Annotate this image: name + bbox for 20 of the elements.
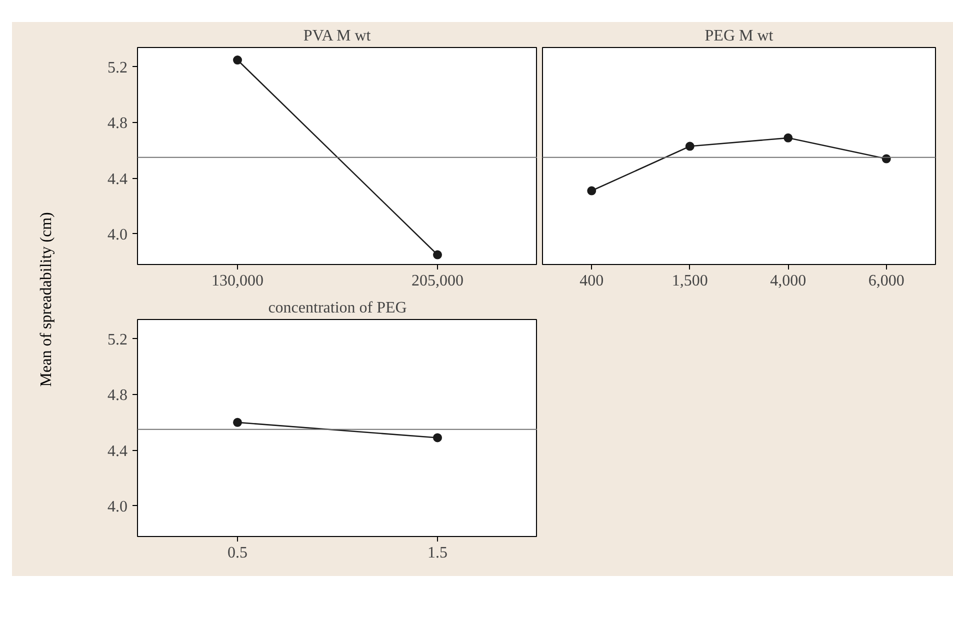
y-tick-label: 4.8	[108, 387, 128, 404]
y-tick-label: 4.0	[108, 226, 128, 244]
y-tick-label: 5.2	[108, 59, 128, 76]
x-tick-label: 205,000	[412, 272, 464, 290]
x-tick-label: 0.5	[228, 544, 248, 562]
y-tick-label: 4.4	[108, 170, 128, 188]
y-tick-label: 4.0	[108, 498, 128, 516]
x-tick-label: 1,500	[672, 272, 708, 290]
chart-title: PEG M wt	[704, 28, 774, 44]
x-tick-label: 4,000	[770, 272, 806, 290]
y-tick-label: 4.8	[108, 115, 128, 132]
y-axis-title: Mean of spreadability (cm)	[36, 212, 56, 386]
y-tick-label: 5.2	[108, 331, 128, 348]
chart-title: concentration of PEG	[268, 300, 408, 316]
x-tick-label: 6,000	[868, 272, 904, 290]
x-tick-label: 400	[580, 272, 604, 290]
x-tick-label: 130,000	[212, 272, 264, 290]
y-tick-label: 4.4	[108, 442, 128, 460]
x-tick-label: 1.5	[428, 544, 448, 562]
chart-title: PVA M wt	[303, 28, 372, 44]
